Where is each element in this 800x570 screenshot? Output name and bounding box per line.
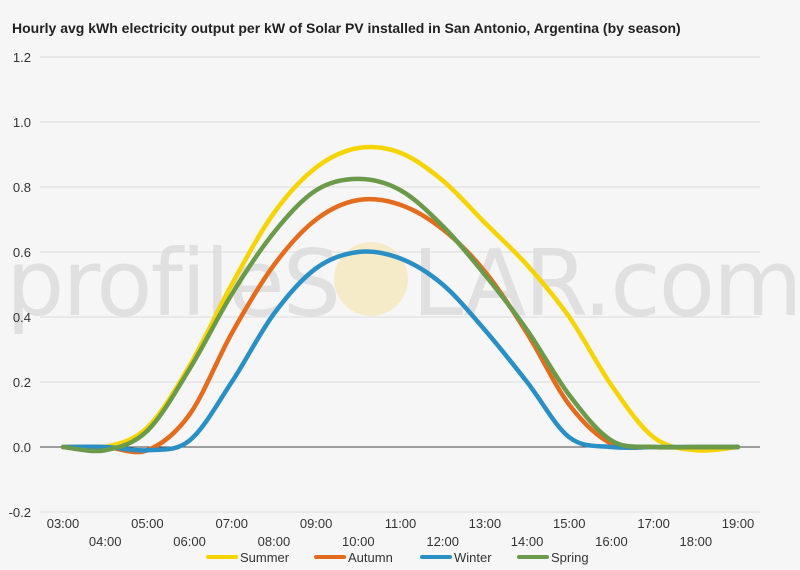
- y-tick-label: 0.8: [13, 180, 31, 195]
- series-lines: [60, 144, 741, 455]
- x-tick-label: 10:00: [342, 534, 375, 549]
- watermark-sun-icon: [334, 242, 408, 316]
- y-tick-label: -0.2: [9, 505, 31, 520]
- y-tick-label: 1.0: [13, 115, 31, 130]
- legend-item-summer: Summer: [206, 550, 290, 565]
- chart-title: Hourly avg kWh electricity output per kW…: [12, 20, 681, 36]
- x-tick-label: 08:00: [258, 534, 291, 549]
- series-line-winter: [60, 249, 741, 453]
- x-tick-label: 15:00: [553, 516, 586, 531]
- legend-label: Winter: [454, 550, 492, 565]
- x-tick-label: 07:00: [215, 516, 248, 531]
- x-tick-label: 13:00: [469, 516, 502, 531]
- legend: Summer Autumn Winter Spring: [206, 550, 589, 565]
- x-tick-label: 19:00: [722, 516, 755, 531]
- series-line-spring: [60, 176, 741, 454]
- x-tick-label: 16:00: [595, 534, 628, 549]
- x-axis-tick-labels: 03:00 05:00 07:00 09:00 11:00 13:00 15:00 17:00…: [47, 516, 755, 549]
- legend-item-spring: Spring: [517, 550, 589, 565]
- x-tick-label: 11:00: [385, 516, 417, 531]
- y-tick-label: 0.6: [13, 245, 31, 260]
- x-tick-label: 18:00: [680, 534, 713, 549]
- legend-item-winter: Winter: [420, 550, 492, 565]
- y-tick-label: 1.2: [13, 50, 31, 65]
- x-tick-label: 03:00: [47, 516, 80, 531]
- watermark-right: LAR.com: [412, 230, 800, 337]
- x-tick-label: 17:00: [637, 516, 670, 531]
- y-axis-tick-labels: -0.2 0.0 0.2 0.4 0.6 0.8 1.0 1.2: [9, 50, 31, 520]
- x-tick-label: 14:00: [511, 534, 544, 549]
- x-tick-label: 05:00: [131, 516, 164, 531]
- x-tick-label: 04:00: [89, 534, 122, 549]
- legend-label: Spring: [551, 550, 589, 565]
- y-tick-label: 0.2: [13, 375, 31, 390]
- x-tick-label: 12:00: [426, 534, 459, 549]
- grid: [40, 56, 760, 513]
- legend-label: Summer: [240, 550, 290, 565]
- legend-item-autumn: Autumn: [314, 550, 393, 565]
- y-tick-label: 0.4: [13, 310, 31, 325]
- legend-label: Autumn: [348, 550, 393, 565]
- x-tick-label: 09:00: [300, 516, 333, 531]
- x-tick-label: 06:00: [173, 534, 206, 549]
- y-tick-label: 0.0: [13, 440, 31, 455]
